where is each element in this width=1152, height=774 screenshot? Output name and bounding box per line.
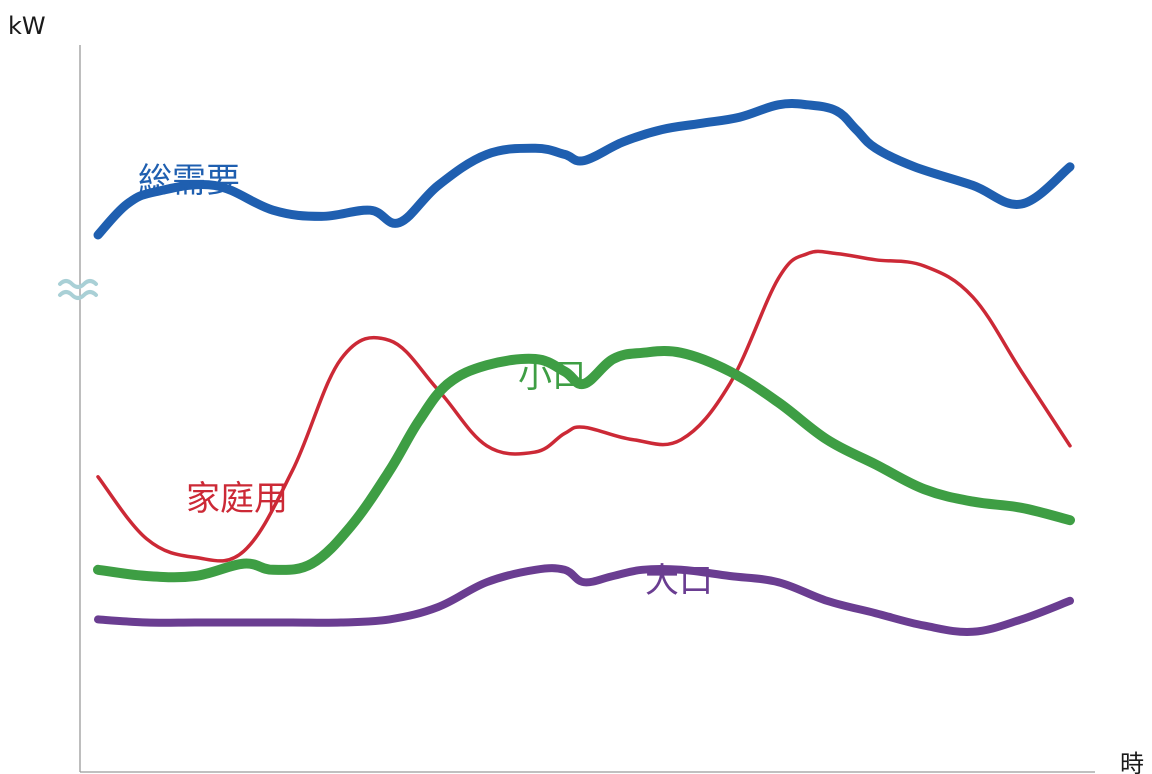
x-axis-label: 時	[1120, 750, 1144, 774]
series-label-household: 家庭用	[186, 479, 288, 519]
y-axis-label: kW	[8, 12, 46, 40]
series-line-total-demand	[93, 99, 1075, 240]
series-line-small-lot	[93, 346, 1075, 583]
series-line-household	[96, 249, 1072, 563]
series-line-large-lot	[94, 564, 1074, 636]
axis-break-icon	[58, 279, 98, 300]
series-label-large-lot: 大口	[645, 561, 713, 601]
series-layer	[93, 99, 1075, 636]
series-label-small-lot: 小口	[518, 356, 586, 396]
series-label-total-demand: 総需要	[138, 161, 240, 201]
